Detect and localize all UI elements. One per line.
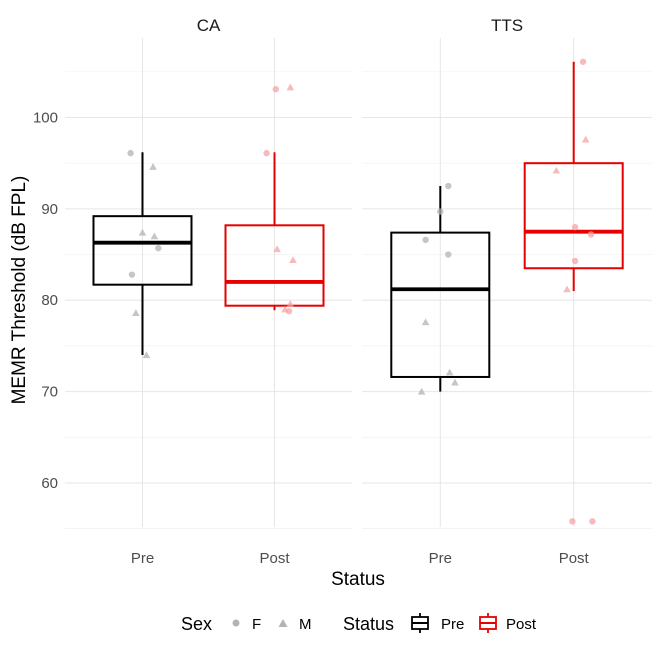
y-tick-label: 80 <box>41 292 58 309</box>
data-point-m <box>552 166 561 174</box>
data-point-m <box>286 83 295 91</box>
legend-sex-f-label: F <box>252 616 261 633</box>
data-point-m <box>132 309 140 317</box>
y-tick-label: 90 <box>41 201 58 218</box>
data-point-m <box>138 228 147 236</box>
data-point-f <box>587 231 595 238</box>
data-point-f <box>571 257 579 265</box>
x-axis-title: Status <box>331 569 385 590</box>
data-point-m <box>451 378 459 386</box>
data-point-m <box>289 256 297 264</box>
data-point-m <box>286 300 295 307</box>
legend: Sex F M Status Pre Post <box>181 613 537 634</box>
grid-lines <box>65 38 652 529</box>
legend-sex-m-label: M <box>299 616 312 633</box>
legend-sex-f-marker <box>232 619 240 627</box>
data-point-m <box>581 135 590 143</box>
box <box>92 215 193 286</box>
facet-label: CA <box>197 16 221 35</box>
legend-status-pre-label: Pre <box>441 616 464 633</box>
legend-sex-m-marker <box>278 619 288 627</box>
legend-status-post-label: Post <box>506 616 537 633</box>
x-tick-label: Post <box>260 550 291 567</box>
data-point-f <box>422 236 429 244</box>
legend-sex-title: Sex <box>181 614 212 634</box>
data-point-m <box>417 387 426 395</box>
data-point-m <box>142 351 151 359</box>
box <box>523 162 624 270</box>
data-point-f <box>263 149 270 157</box>
data-point-m <box>273 245 281 253</box>
data-point-m <box>445 368 454 376</box>
y-axis-title: MEMR Threshold (dB FPL) <box>9 176 30 405</box>
data-point-f <box>571 223 579 231</box>
data-point-m <box>149 163 157 170</box>
data-point-m <box>150 232 159 240</box>
data-point-f <box>569 518 576 525</box>
legend-status-pre-key <box>411 613 429 633</box>
point-layer <box>127 58 596 525</box>
x-tick-label: Post <box>559 550 590 567</box>
data-point-f <box>127 149 134 157</box>
data-point-f <box>589 518 596 525</box>
data-point-f <box>579 58 587 65</box>
box <box>390 231 491 378</box>
box-layer <box>92 61 624 392</box>
y-tick-label: 70 <box>41 384 58 401</box>
box <box>224 224 325 307</box>
legend-status-title: Status <box>343 614 394 634</box>
x-tick-label: Pre <box>131 550 154 567</box>
y-tick-label: 60 <box>41 475 58 492</box>
data-point-m <box>563 285 571 293</box>
data-point-f <box>272 85 280 93</box>
label-layer: CA Pre Post TTS Pre Post 60 70 80 90 100 <box>33 16 590 567</box>
data-point-f <box>128 271 136 278</box>
data-point-m <box>281 305 289 313</box>
data-point-f <box>155 244 162 252</box>
facet-label: TTS <box>491 16 523 35</box>
x-tick-label: Pre <box>429 550 452 567</box>
data-point-f <box>445 182 452 190</box>
data-point-f <box>437 208 444 215</box>
data-point-m <box>421 318 430 326</box>
legend-status-post-key <box>479 613 497 633</box>
data-point-f <box>285 307 293 315</box>
data-point-f <box>445 251 452 258</box>
y-tick-label: 100 <box>33 110 58 127</box>
